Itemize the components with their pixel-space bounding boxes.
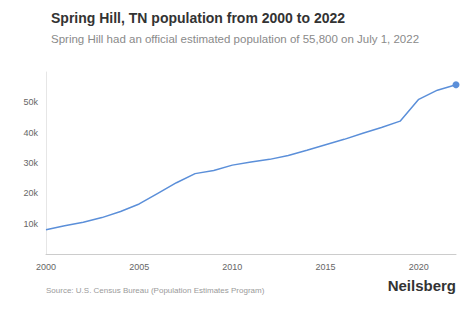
svg-text:10k: 10k [23, 219, 38, 229]
svg-text:30k: 30k [23, 158, 38, 168]
svg-text:2005: 2005 [129, 262, 149, 272]
svg-text:2020: 2020 [409, 262, 429, 272]
svg-text:Source: U.S. Census Bureau (Po: Source: U.S. Census Bureau (Population E… [46, 286, 265, 295]
svg-text:2010: 2010 [222, 262, 242, 272]
svg-text:2015: 2015 [316, 262, 336, 272]
svg-text:50k: 50k [23, 97, 38, 107]
svg-text:Neilsberg: Neilsberg [388, 277, 456, 294]
svg-text:Spring Hill had an official es: Spring Hill had an official estimated po… [51, 33, 419, 45]
svg-text:20k: 20k [23, 188, 38, 198]
svg-text:40k: 40k [23, 128, 38, 138]
svg-text:Spring Hill, TN population fro: Spring Hill, TN population from 2000 to … [51, 10, 345, 26]
svg-text:2000: 2000 [36, 262, 56, 272]
